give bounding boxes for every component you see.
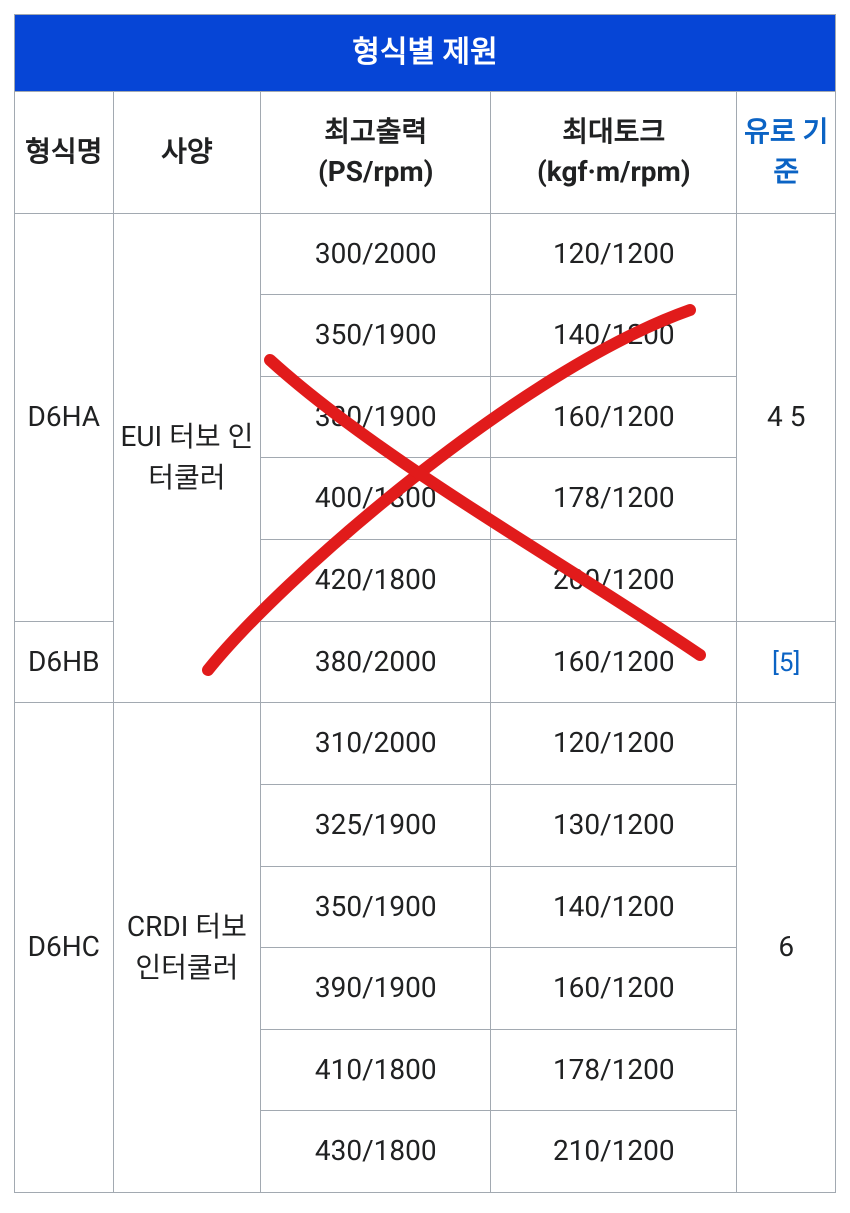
cell-power: 350/1900	[261, 295, 491, 377]
table-title-row: 형식별 제원	[15, 15, 836, 92]
model-d6hb: D6HB	[15, 621, 114, 703]
euro-6: 6	[737, 703, 836, 1193]
euro-4-5: 4 5	[737, 213, 836, 621]
footnote-link[interactable]: [5]	[772, 648, 800, 678]
cell-torque: 160/1200	[491, 621, 737, 703]
col-power: 최고출력(PS/rpm)	[261, 91, 491, 213]
cell-power: 390/1900	[261, 948, 491, 1030]
cell-power: 325/1900	[261, 784, 491, 866]
cell-power: 300/2000	[261, 213, 491, 295]
col-euro-link[interactable]: 유로 기준	[737, 91, 836, 213]
cell-torque: 178/1200	[491, 458, 737, 540]
cell-torque: 160/1200	[491, 948, 737, 1030]
cell-power: 430/1800	[261, 1111, 491, 1193]
col-spec: 사양	[113, 91, 261, 213]
spec-table-container: 형식별 제원 형식명 사양 최고출력(PS/rpm) 최대토크(kgf·m/rp…	[0, 0, 850, 1213]
table-row: D6HA EUI 터보 인터쿨러 300/2000 120/1200 4 5	[15, 213, 836, 295]
col-torque: 최대토크(kgf·m/rpm)	[491, 91, 737, 213]
spec-table: 형식별 제원 형식명 사양 최고출력(PS/rpm) 최대토크(kgf·m/rp…	[14, 14, 836, 1193]
spec-crdi: CRDI 터보 인터쿨러	[113, 703, 261, 1193]
cell-torque: 120/1200	[491, 213, 737, 295]
cell-power: 380/2000	[261, 621, 491, 703]
cell-torque: 210/1200	[491, 1111, 737, 1193]
table-row: D6HC CRDI 터보 인터쿨러 310/2000 120/1200 6	[15, 703, 836, 785]
cell-torque: 178/1200	[491, 1029, 737, 1111]
cell-power: 310/2000	[261, 703, 491, 785]
cell-power: 400/1800	[261, 458, 491, 540]
cell-power: 410/1800	[261, 1029, 491, 1111]
cell-torque: 200/1200	[491, 540, 737, 622]
euro-ref-5[interactable]: [5]	[737, 621, 836, 703]
cell-torque: 140/1200	[491, 295, 737, 377]
cell-torque: 140/1200	[491, 866, 737, 948]
col-model: 형식명	[15, 91, 114, 213]
cell-torque: 130/1200	[491, 784, 737, 866]
cell-torque: 160/1200	[491, 376, 737, 458]
table-header-row: 형식명 사양 최고출력(PS/rpm) 최대토크(kgf·m/rpm) 유로 기…	[15, 91, 836, 213]
cell-power: 420/1800	[261, 540, 491, 622]
spec-eui: EUI 터보 인터쿨러	[113, 213, 261, 703]
cell-torque: 120/1200	[491, 703, 737, 785]
cell-power: 380/1900	[261, 376, 491, 458]
cell-power: 350/1900	[261, 866, 491, 948]
model-d6hc: D6HC	[15, 703, 114, 1193]
table-title: 형식별 제원	[15, 15, 836, 92]
model-d6ha: D6HA	[15, 213, 114, 621]
